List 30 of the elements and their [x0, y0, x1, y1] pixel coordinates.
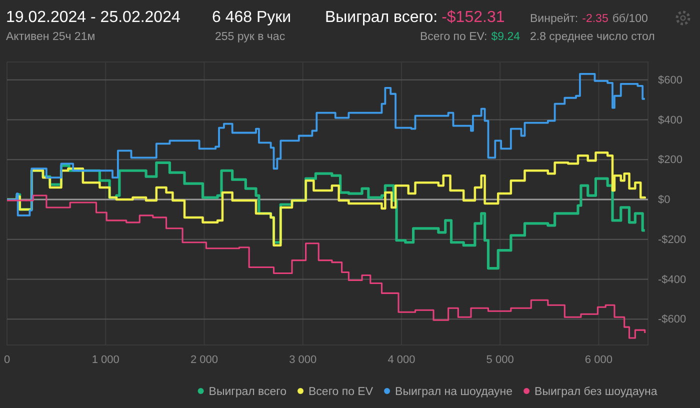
x-tick-label: 3 000 [289, 354, 317, 366]
y-tick-label: -$200 [658, 234, 686, 246]
x-tick-label: 2 000 [190, 354, 218, 366]
x-tick-label: 1 000 [92, 354, 120, 366]
y-tick-label: -$400 [658, 274, 686, 286]
y-tick-label: $200 [658, 154, 682, 166]
text: Всего по EV: [420, 31, 488, 43]
x-tick-label: 4 000 [388, 354, 416, 366]
y-tick-label: -$600 [658, 314, 686, 326]
text: 2.8 среднее число стол [530, 31, 655, 43]
y-tick-label: $400 [658, 114, 682, 126]
text: бб/100 [612, 13, 648, 25]
y-tick-label: $0 [658, 194, 670, 206]
text: Винрейт: [530, 13, 578, 25]
text: 255 рук в час [215, 31, 286, 43]
x-tick-label: 6 000 [584, 354, 612, 366]
legend-label: Выиграл на шоудауне [395, 386, 513, 398]
x-tick-label: 0 [4, 354, 10, 366]
text: Выиграл всего: [325, 9, 438, 26]
x-tick-label: 5 000 [486, 354, 514, 366]
chart-title: 19.02.2024 - 25.02.2024 [6, 9, 180, 26]
y-tick-label: $600 [658, 74, 682, 86]
legend-label: Выиграл всего [208, 386, 287, 398]
text: -$152.31 [442, 9, 505, 26]
legend-label: Всего по EV [308, 386, 374, 398]
text: $9.24 [491, 31, 521, 43]
chart-subtitle: Активен 25ч 21м [6, 31, 96, 43]
text: -2.35 [582, 13, 608, 25]
legend-label: Выиграл без шоудауна [534, 386, 658, 398]
text: 6 468 Руки [212, 9, 292, 26]
